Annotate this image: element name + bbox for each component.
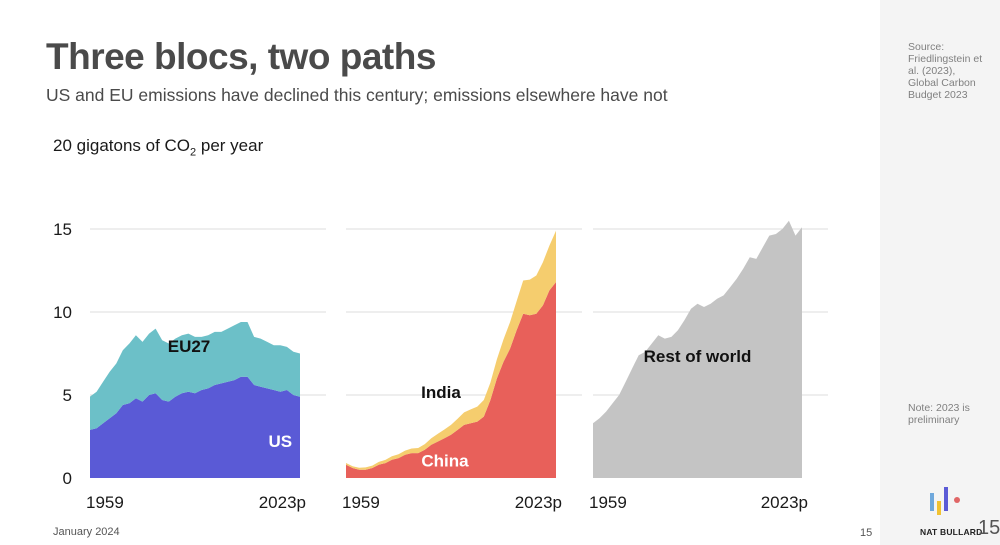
brand-logo-icon: [930, 487, 960, 515]
y-tick-label: 5: [63, 386, 72, 405]
series-label-india: India: [421, 383, 461, 402]
y-unit-label: 20 gigatons of CO2 per year: [53, 136, 263, 158]
x-tick-label-end: 2023p: [761, 493, 808, 512]
y-unit-post: per year: [196, 136, 264, 155]
emissions-chart: 0 5 10 15 US EU27 1959 2023p China India 1959 2023p…: [53, 220, 828, 512]
y-tick-label: 10: [53, 303, 72, 322]
x-tick-label-end: 2023p: [515, 493, 562, 512]
logo-bar-yellow: [937, 501, 941, 515]
x-tick-label-start: 1959: [589, 493, 627, 512]
page-title: Three blocs, two paths: [46, 36, 436, 77]
y-unit-pre: 20 gigatons of CO: [53, 136, 191, 155]
brand-name: NAT BULLARD: [920, 527, 983, 537]
logo-dot-red: [954, 497, 960, 503]
area-us: [90, 376, 300, 478]
y-tick-label: 0: [63, 469, 72, 488]
area-eu27: [90, 322, 300, 430]
y-tick-label: 15: [53, 220, 72, 239]
y-unit-sub: 2: [190, 146, 197, 159]
logo-bar-purple: [944, 487, 948, 511]
preliminary-note: Note: 2023 is preliminary: [908, 402, 970, 426]
x-tick-label-start: 1959: [342, 493, 380, 512]
source-note: Source: Friedlingstein et al. (2023), Gl…: [908, 41, 983, 101]
page-subtitle: US and EU emissions have declined this c…: [46, 85, 668, 105]
area-rest-of-world: [593, 220, 802, 478]
series-label-eu27: EU27: [168, 337, 211, 356]
series-label-china: China: [421, 452, 469, 471]
series-label-rest-of-world: Rest of world: [644, 347, 752, 366]
sidebar-page-number: 15: [978, 517, 1000, 539]
x-tick-label-end: 2023p: [259, 493, 306, 512]
x-tick-label-start: 1959: [86, 493, 124, 512]
slide-sidebar: Source: Friedlingstein et al. (2023), Gl…: [880, 0, 1000, 545]
series-label-us: US: [269, 432, 293, 451]
area-china: [346, 282, 556, 478]
footer-date: January 2024: [53, 526, 120, 538]
logo-bar-blue: [930, 493, 934, 511]
footer-page-number: 15: [860, 527, 873, 539]
